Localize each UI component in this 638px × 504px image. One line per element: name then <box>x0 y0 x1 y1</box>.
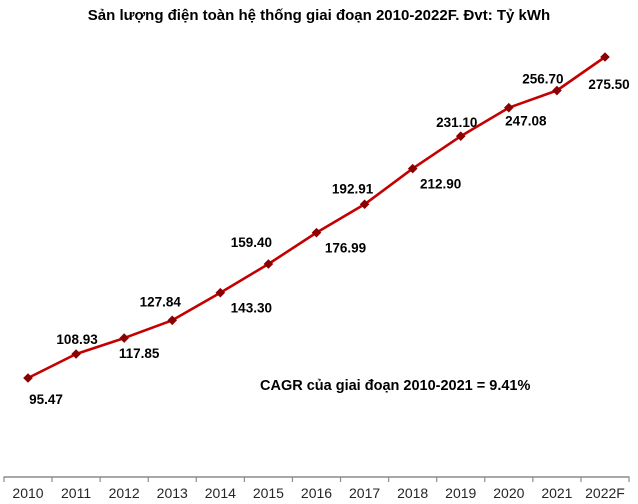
x-axis-label: 2021 <box>541 485 572 501</box>
data-point-label: 192.91 <box>332 181 374 196</box>
data-point-label: 127.84 <box>140 294 182 309</box>
data-point-marker <box>215 287 226 298</box>
x-axis-label: 2014 <box>205 485 236 501</box>
data-point-label: 108.93 <box>56 332 98 347</box>
x-axis-label: 2018 <box>397 485 428 501</box>
data-point-marker <box>167 315 178 326</box>
data-point-marker <box>119 333 129 343</box>
data-point-marker <box>504 102 514 113</box>
x-axis-label: 2013 <box>157 485 188 501</box>
x-axis-label: 2015 <box>253 485 284 501</box>
data-point-marker <box>600 52 610 62</box>
cagr-annotation: CAGR của giai đoạn 2010-2021 = 9.41% <box>260 378 531 394</box>
data-point-marker <box>23 373 33 383</box>
data-point-label: 231.10 <box>436 115 477 130</box>
data-point-label: 143.30 <box>231 301 272 316</box>
chart-title: Sản lượng điện toàn hệ thống giai đoạn 2… <box>87 7 551 24</box>
x-axis-label: 2019 <box>445 485 476 501</box>
data-point-label: 95.47 <box>29 392 63 407</box>
x-axis-label: 2010 <box>12 485 43 501</box>
data-point-marker <box>311 227 322 238</box>
data-point-label: 117.85 <box>119 346 160 361</box>
x-axis-label: 2017 <box>349 485 380 501</box>
data-point-marker <box>407 163 418 174</box>
x-axis-label: 2022F <box>585 485 625 501</box>
data-point-label: 176.99 <box>325 241 366 256</box>
data-point-marker <box>263 259 274 269</box>
x-axis-label: 2020 <box>493 485 524 501</box>
x-axis-label: 2016 <box>301 485 332 501</box>
data-point-marker <box>455 131 466 141</box>
series-line <box>27 55 606 380</box>
data-point-label: 247.08 <box>505 114 547 129</box>
data-point-marker <box>71 349 81 359</box>
data-point-label: 212.90 <box>420 177 461 192</box>
data-point-label: 159.40 <box>231 235 272 250</box>
data-point-label: 256.70 <box>522 72 563 87</box>
x-axis-label: 2011 <box>61 485 91 501</box>
data-point-marker <box>359 199 370 210</box>
data-point-label: 275.50 <box>588 77 629 92</box>
data-point-marker <box>552 85 562 96</box>
x-axis-label: 2012 <box>109 485 140 501</box>
